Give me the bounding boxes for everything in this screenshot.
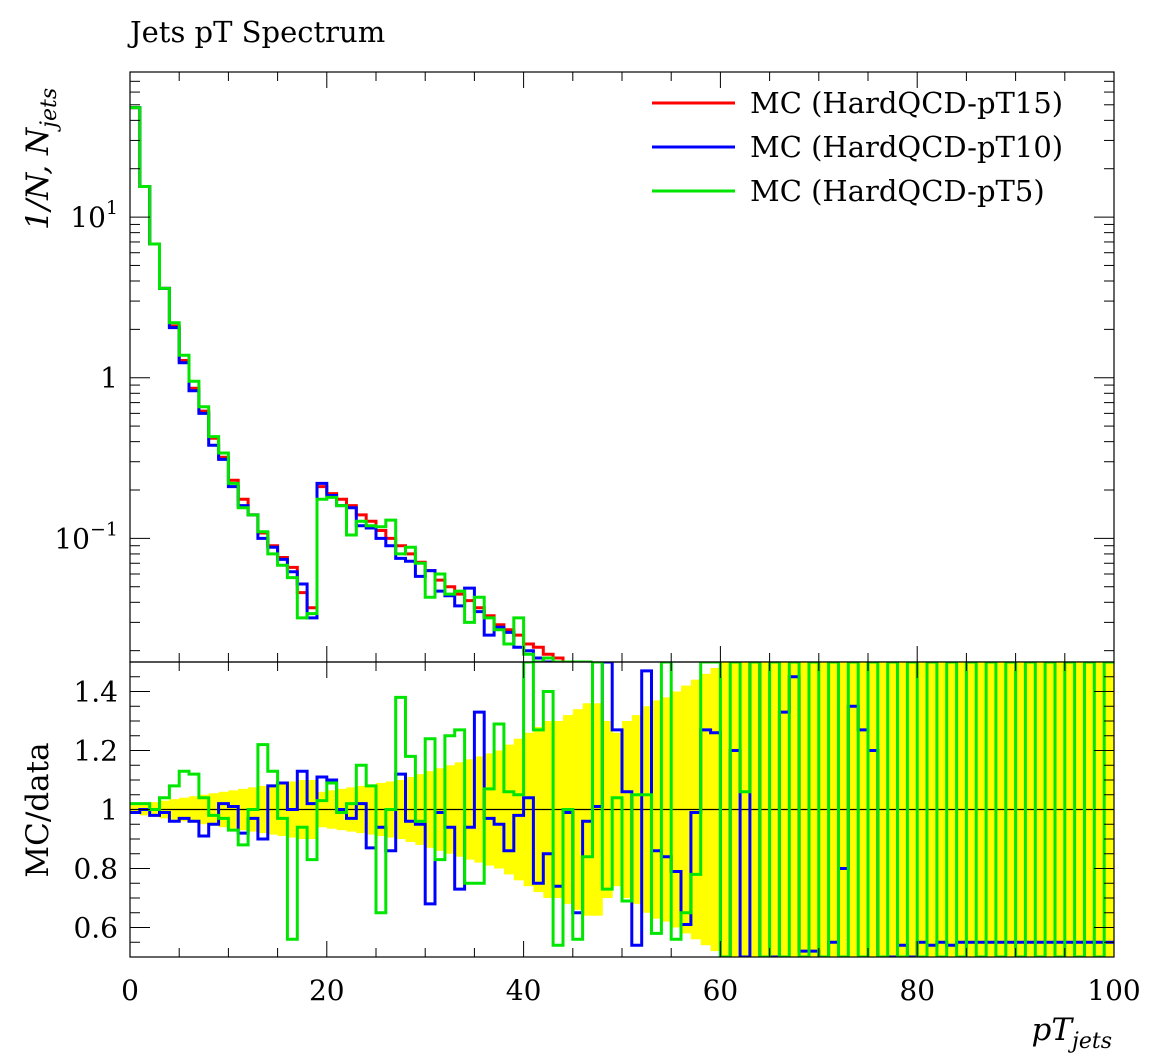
ratio-y-tick-label: 0.6	[73, 912, 118, 945]
ratio-y-tick-label: 1.2	[73, 735, 118, 768]
ratio-series-line-1	[130, 662, 1114, 957]
x-axis-label: pTjets	[1031, 1012, 1112, 1054]
ratio-series-line-2	[130, 662, 1114, 957]
main-series-line-2	[130, 106, 593, 662]
ratio-panel: 0 20 40 60 80 100 0.6 0.8 1 1.2 1.4	[73, 72, 1141, 1007]
ratio-y-tick-label: 1	[100, 794, 118, 827]
ratio-y-tick-label: 0.8	[73, 853, 118, 886]
x-tick-label: 80	[899, 974, 935, 1007]
x-tick-label: 100	[1087, 974, 1140, 1007]
y-tick-label: 101	[70, 197, 118, 234]
chart-title: Jets pT Spectrum	[127, 15, 385, 49]
y-tick-label: 10−1	[54, 518, 118, 555]
legend-label: MC (HardQCD-pT15)	[750, 86, 1063, 120]
legend: MC (HardQCD-pT15) MC (HardQCD-pT10) MC (Ha…	[652, 86, 1063, 208]
legend-label: MC (HardQCD-pT10)	[750, 130, 1063, 164]
legend-label: MC (HardQCD-pT5)	[750, 174, 1045, 208]
y-tick-label: 1	[100, 362, 118, 395]
x-tick-label: 60	[703, 974, 739, 1007]
main-series-line-3	[130, 106, 593, 662]
y-axis-label: 1/N, Njets	[20, 88, 62, 230]
ratio-y-axis-label: MC/data	[20, 742, 56, 877]
x-tick-label: 40	[506, 974, 542, 1007]
main-panel: 101 1 10−1	[54, 71, 1115, 663]
x-tick-label: 20	[309, 974, 345, 1007]
ratio-y-tick-label: 1.4	[73, 676, 118, 709]
x-tick-label: 0	[121, 974, 139, 1007]
